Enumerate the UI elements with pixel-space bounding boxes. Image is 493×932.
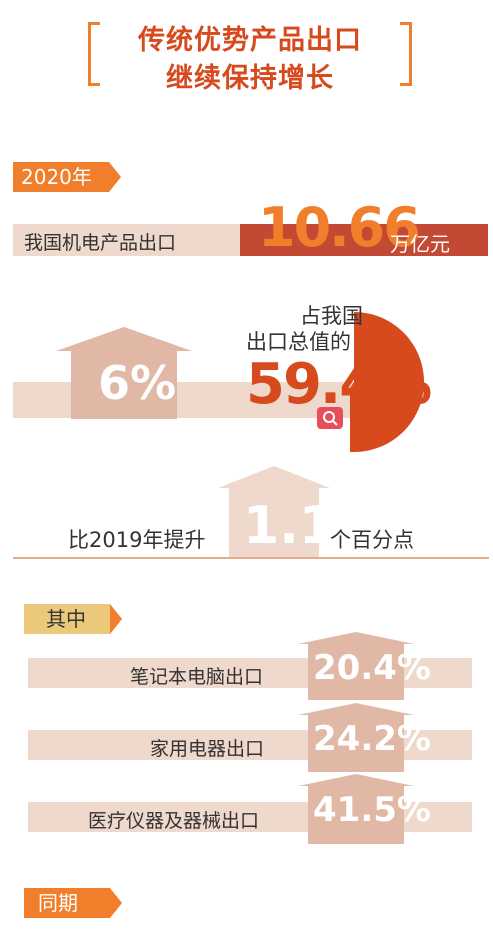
right-bracket (400, 22, 412, 86)
among-tag: 其中 (24, 604, 122, 634)
share-pie-slice (350, 312, 424, 452)
year-tag-label: 2020年 (21, 165, 92, 189)
export-label: 我国机电产品出口 (24, 232, 177, 254)
share-pie (350, 312, 424, 452)
export-value: 10.66 (258, 196, 421, 259)
search-badge-icon[interactable] (317, 407, 343, 429)
export-label-bar (13, 224, 241, 256)
export-unit: 万亿元 (390, 232, 450, 256)
increase-prefix: 比2019年提升 (68, 528, 206, 552)
increase-suffix: 个百分点 (330, 528, 414, 552)
left-bracket (88, 22, 100, 86)
increase-up-arrow-icon (218, 466, 330, 558)
tag-arrow-icon (110, 888, 122, 918)
title-line-1: 传统优势产品出口 (138, 25, 362, 56)
item-up-arrow-icon-2 (298, 703, 414, 772)
item-up-arrow-icon-1 (298, 632, 414, 700)
same-period-tag-label: 同期 (38, 891, 78, 915)
share-line-2: 出口总值的 (246, 330, 351, 354)
among-tag-label: 其中 (46, 607, 86, 631)
title-line-2: 继续保持增长 (166, 63, 334, 94)
item-label-1: 笔记本电脑出口 (130, 666, 264, 688)
same-period-tag: 同期 (24, 888, 122, 918)
divider-line (13, 557, 489, 559)
item-label-2: 家用电器出口 (150, 738, 265, 760)
item-label-3: 医疗仪器及器械出口 (88, 810, 260, 832)
growth-up-arrow-icon (56, 327, 192, 419)
search-icon (323, 411, 338, 426)
tag-arrow-icon (109, 162, 121, 192)
tag-arrow-icon (110, 604, 122, 634)
share-value: 59.4% (246, 352, 432, 417)
increase-value: 1.1 (243, 496, 336, 556)
item-value-3: 41.5% (313, 790, 431, 830)
item-value-2: 24.2% (313, 719, 431, 759)
export-value-bar (240, 224, 488, 256)
growth-value: 6% (98, 356, 177, 410)
share-line-1: 占我国 (300, 304, 363, 328)
year-tag: 2020年 (13, 162, 121, 192)
item-value-1: 20.4% (313, 648, 431, 688)
item-up-arrow-icon-3 (298, 774, 414, 844)
